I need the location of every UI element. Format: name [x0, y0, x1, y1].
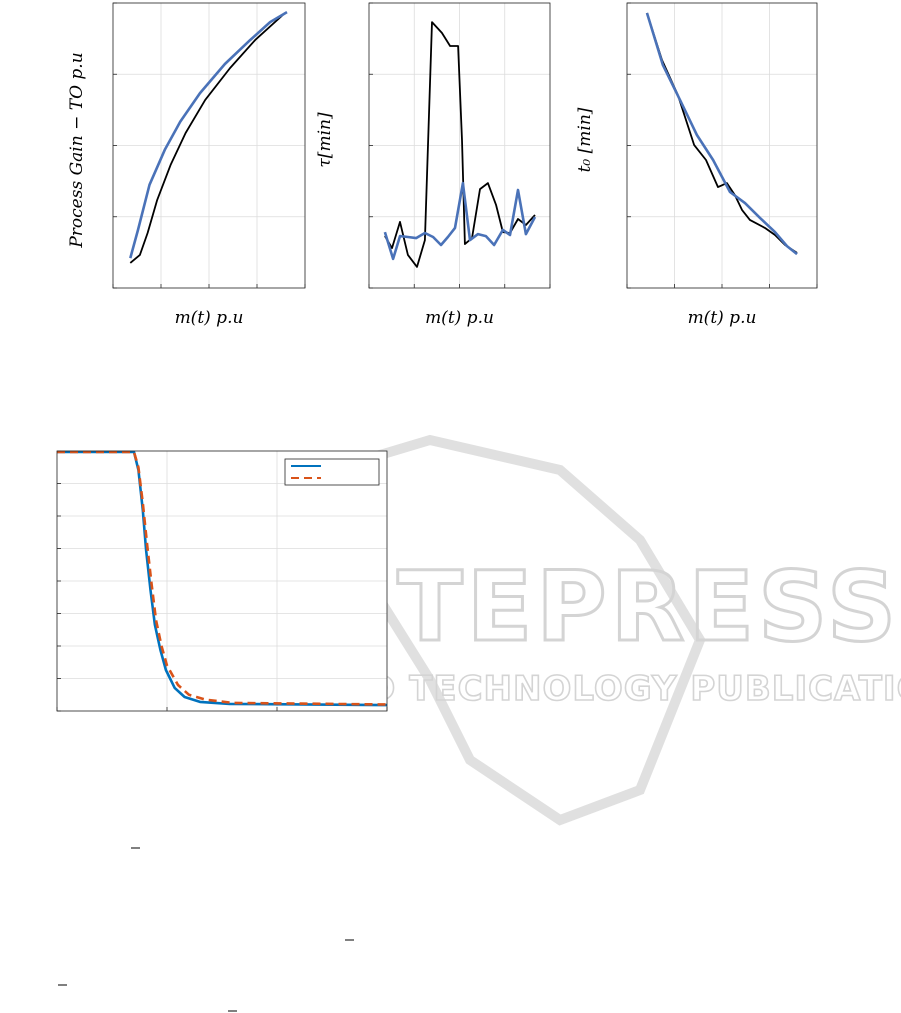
x-axis-label: m(t) p.u: [688, 308, 757, 328]
plot-frame: [112, 2, 306, 289]
x-axis-label: m(t) p.u: [175, 308, 244, 328]
chart: [56, 450, 388, 712]
plot-frame: [56, 450, 388, 712]
y-axis-label: t₀ [min]: [575, 107, 595, 172]
chart: m(t) p.u t₀ [min]: [575, 2, 818, 328]
legend-box: [284, 458, 380, 486]
watermark-logo: [323, 434, 706, 826]
chart: m(t) p.u Process Gain − TO p.u: [67, 2, 306, 328]
chart: m(t) p.u τ[min]: [315, 2, 551, 328]
plot-frame: [626, 2, 818, 289]
y-axis-label: τ[min]: [315, 112, 335, 168]
y-axis-label: Process Gain − TO p.u: [67, 52, 87, 248]
text-fragments: [58, 847, 354, 1012]
data-line: [645, 12, 798, 256]
data-line: [129, 12, 286, 264]
plot-frame: [368, 2, 551, 289]
data-line: [57, 450, 388, 706]
x-axis-label: m(t) p.u: [425, 308, 494, 328]
data-line: [57, 450, 388, 707]
data-line: [129, 10, 288, 259]
data-line: [383, 181, 537, 261]
